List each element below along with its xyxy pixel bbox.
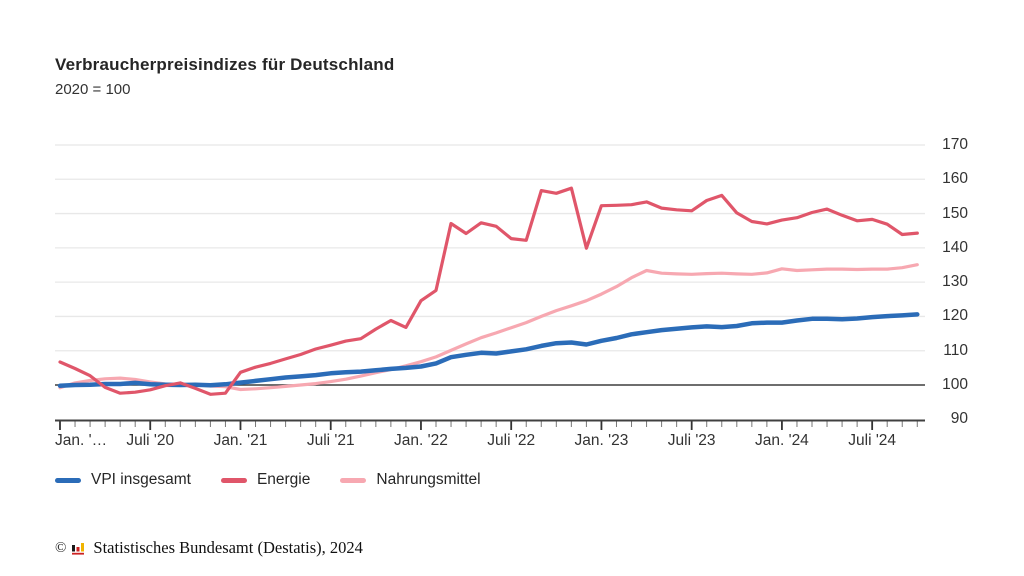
y-axis-label-110: 110	[943, 341, 968, 359]
source-footer: © Statistisches Bundesamt (Destatis), 20…	[55, 538, 363, 558]
y-axis-label-100: 100	[942, 376, 968, 393]
x-axis-label-4: Jan. '22	[394, 432, 448, 449]
legend-item-nahrungsmittel: Nahrungsmittel	[340, 471, 481, 489]
y-axis-label-130: 130	[942, 273, 968, 291]
chart-legend: VPI insgesamt Energie Nahrungsmittel	[55, 471, 481, 489]
y-axis-label-120: 120	[942, 307, 968, 325]
y-axis-label-150: 150	[942, 204, 968, 222]
y-axis-label-160: 160	[942, 170, 968, 188]
nahrungsmittel-line-swatch-icon	[340, 477, 367, 483]
legend-item-vpi: VPI insgesamt	[55, 471, 191, 489]
x-axis-label-2: Jan. '21	[213, 432, 268, 449]
copyright-symbol: ©	[55, 539, 67, 556]
x-axis-label-5: Juli '22	[487, 432, 536, 449]
legend-label-energie: Energie	[256, 471, 311, 488]
x-axis-label-1: Juli '20	[126, 432, 175, 449]
line-energie	[58, 186, 919, 396]
x-axis-label-9: Juli '24	[848, 432, 897, 449]
line-nahrungsmittel	[58, 263, 919, 392]
line-vpi-insgesamt	[57, 312, 920, 388]
legend-item-energie: Energie	[220, 471, 311, 489]
y-axis-label-170: 170	[942, 136, 968, 153]
source-text: Statistisches Bundesamt (Destatis), 2024	[93, 538, 363, 557]
legend-label-vpi: VPI insgesamt	[91, 471, 191, 488]
energie-line-swatch-icon	[220, 477, 247, 483]
x-axis-label-8: Jan. '24	[755, 432, 809, 449]
x-axis-label-0: Jan. '…	[55, 432, 108, 449]
x-axis-label-6: Jan. '23	[574, 432, 629, 449]
destatis-logo-icon	[72, 542, 85, 555]
x-axis-label-7: Juli '23	[667, 432, 716, 449]
y-axis-label-90: 90	[950, 410, 968, 428]
x-axis-label-3: Juli '21	[306, 432, 355, 449]
legend-label-nahrungsmittel: Nahrungsmittel	[376, 471, 481, 488]
y-axis-label-140: 140	[942, 238, 968, 256]
chart-subtitle: 2020 = 100	[55, 81, 131, 98]
vpi-line-swatch-icon	[55, 477, 81, 483]
chart-title: Verbraucherpreisindizes für Deutschland	[55, 55, 395, 74]
